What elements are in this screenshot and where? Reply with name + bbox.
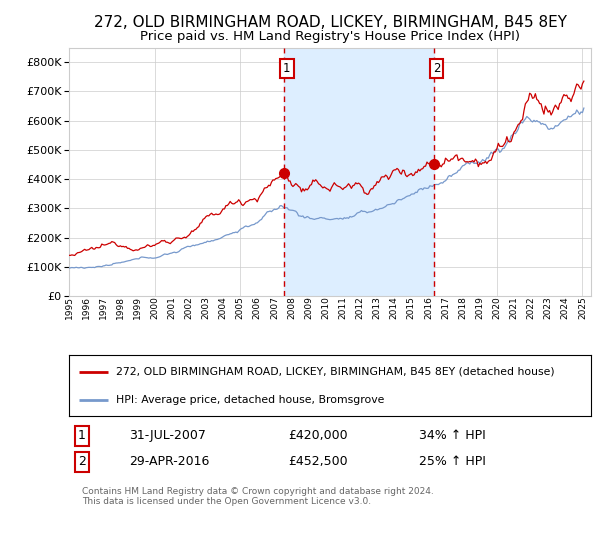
Text: 2013: 2013 [373, 296, 382, 319]
Text: 272, OLD BIRMINGHAM ROAD, LICKEY, BIRMINGHAM, B45 8EY (detached house): 272, OLD BIRMINGHAM ROAD, LICKEY, BIRMIN… [116, 367, 554, 377]
Text: 1997: 1997 [99, 296, 108, 319]
Text: 2003: 2003 [202, 296, 211, 319]
Text: Contains HM Land Registry data © Crown copyright and database right 2024.
This d: Contains HM Land Registry data © Crown c… [82, 487, 434, 506]
Text: £452,500: £452,500 [288, 455, 348, 468]
Text: 2001: 2001 [167, 296, 176, 319]
Text: 2014: 2014 [389, 296, 398, 319]
Text: 2: 2 [433, 62, 440, 74]
Text: 2023: 2023 [544, 296, 553, 319]
Text: £420,000: £420,000 [288, 429, 348, 442]
Text: 2011: 2011 [338, 296, 347, 319]
Text: 2002: 2002 [184, 296, 193, 319]
Text: HPI: Average price, detached house, Bromsgrove: HPI: Average price, detached house, Brom… [116, 395, 385, 405]
Text: 2008: 2008 [287, 296, 296, 319]
Text: Price paid vs. HM Land Registry's House Price Index (HPI): Price paid vs. HM Land Registry's House … [140, 30, 520, 43]
Text: 1996: 1996 [82, 296, 91, 319]
Text: 2016: 2016 [424, 296, 433, 319]
Text: 272, OLD BIRMINGHAM ROAD, LICKEY, BIRMINGHAM, B45 8EY: 272, OLD BIRMINGHAM ROAD, LICKEY, BIRMIN… [94, 15, 566, 30]
Text: 1998: 1998 [116, 296, 125, 319]
Text: 2004: 2004 [218, 296, 227, 319]
Text: 2015: 2015 [407, 296, 416, 319]
Text: 2018: 2018 [458, 296, 467, 319]
Text: 2009: 2009 [304, 296, 313, 319]
Text: 2005: 2005 [236, 296, 245, 319]
Text: 25% ↑ HPI: 25% ↑ HPI [419, 455, 485, 468]
Text: 1: 1 [283, 62, 290, 74]
Text: 1999: 1999 [133, 296, 142, 319]
Text: 2007: 2007 [270, 296, 279, 319]
Text: 34% ↑ HPI: 34% ↑ HPI [419, 429, 485, 442]
Text: 2019: 2019 [475, 296, 484, 319]
Text: 2022: 2022 [527, 296, 536, 319]
Text: 2: 2 [78, 455, 86, 468]
Text: 1: 1 [78, 429, 86, 442]
Text: 2025: 2025 [578, 296, 587, 319]
Text: 29-APR-2016: 29-APR-2016 [129, 455, 209, 468]
Text: 2012: 2012 [355, 296, 364, 319]
Text: 2010: 2010 [321, 296, 330, 319]
Text: 1995: 1995 [65, 296, 74, 319]
Text: 2021: 2021 [509, 296, 518, 319]
Bar [284, 48, 434, 296]
Text: 2020: 2020 [493, 296, 502, 319]
Text: 2024: 2024 [561, 296, 570, 319]
Text: 2017: 2017 [441, 296, 450, 319]
Text: 31-JUL-2007: 31-JUL-2007 [129, 429, 206, 442]
Text: 2000: 2000 [150, 296, 159, 319]
Text: 2006: 2006 [253, 296, 262, 319]
